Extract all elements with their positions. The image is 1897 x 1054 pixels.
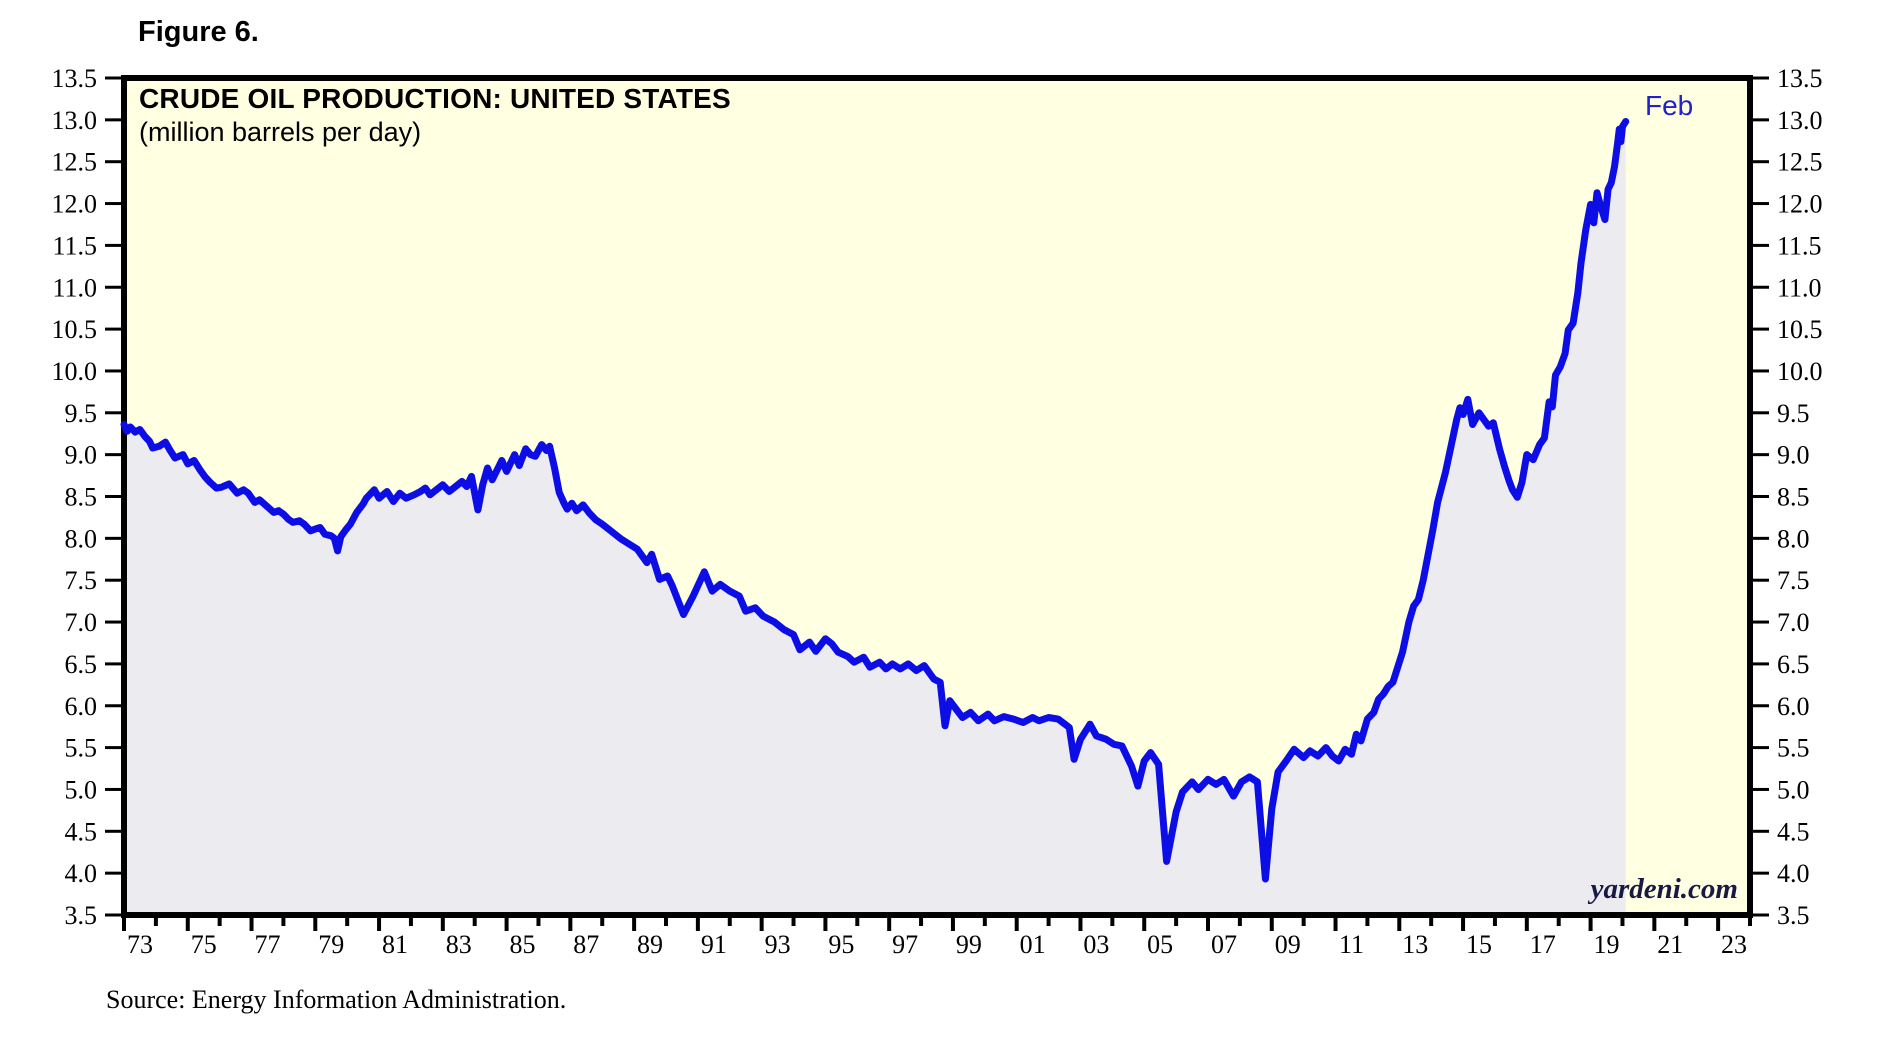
y-axis-label-right: 5.5 [1777,734,1810,763]
y-axis-label-right: 13.5 [1777,64,1823,93]
x-axis-label: 11 [1339,930,1364,959]
y-axis-label-left: 8.0 [65,524,98,553]
source-note: Source: Energy Information Administratio… [106,985,567,1014]
x-axis-label: 91 [701,930,727,959]
y-axis-label-right: 10.0 [1777,357,1823,386]
x-axis-label: 93 [765,930,791,959]
x-axis-label: 01 [1020,930,1046,959]
x-axis-label: 09 [1275,930,1301,959]
y-axis-label-left: 13.5 [52,64,98,93]
x-axis-label: 89 [637,930,663,959]
y-axis-label-left: 12.5 [52,148,98,177]
y-axis-label-left: 12.0 [52,190,98,219]
y-axis-label-left: 5.0 [65,775,98,804]
x-axis-label: 13 [1402,930,1428,959]
x-axis-label: 95 [828,930,854,959]
x-axis-label: 17 [1530,930,1556,959]
x-axis-label: 05 [1147,930,1173,959]
y-axis-label-right: 4.0 [1777,859,1810,888]
x-axis-label: 21 [1657,930,1683,959]
y-axis-label-right: 12.0 [1777,190,1823,219]
y-axis-label-right: 10.5 [1777,315,1823,344]
y-axis-label-left: 7.5 [65,566,98,595]
y-axis-label-right: 6.5 [1777,650,1810,679]
chart-subtitle: (million barrels per day) [139,117,422,147]
x-axis-label: 87 [573,930,599,959]
plot-border [121,75,1753,918]
y-axis-label-right: 8.5 [1777,483,1810,512]
x-axis-label: 73 [127,930,153,959]
y-axis-label-left: 9.5 [65,399,98,428]
y-axis-label-right: 7.0 [1777,608,1810,637]
y-axis-label-left: 13.0 [52,106,98,135]
figure-label: Figure 6. [138,16,259,48]
x-axis-label: 81 [382,930,408,959]
x-axis-label: 23 [1721,930,1747,959]
y-axis-label-right: 11.5 [1777,231,1822,260]
y-axis-label-right: 6.0 [1777,692,1810,721]
y-axis-label-left: 6.0 [65,692,98,721]
x-axis-label: 79 [318,930,344,959]
y-axis-label-right: 3.5 [1777,901,1810,930]
y-axis-label-right: 13.0 [1777,106,1823,135]
production-area-fill [124,121,1626,915]
y-axis-label-right: 5.0 [1777,775,1810,804]
x-axis-label: 97 [892,930,918,959]
y-axis-label-right: 7.5 [1777,566,1810,595]
yardeni-watermark: yardeni.com [1590,873,1738,905]
production-line [120,118,1630,883]
x-axis-label: 19 [1594,930,1620,959]
x-axis-label: 15 [1466,930,1492,959]
y-axis-label-left: 11.0 [52,273,97,302]
y-axis-label-right: 9.5 [1777,399,1810,428]
y-axis-label-right: 11.0 [1777,273,1822,302]
y-axis-label-right: 12.5 [1777,148,1823,177]
y-axis-label-left: 7.0 [65,608,98,637]
y-axis-label-left: 4.0 [65,859,98,888]
y-axis-label-left: 3.5 [65,901,98,930]
y-axis-label-left: 11.5 [52,231,97,260]
y-axis-label-left: 10.0 [52,357,98,386]
latest-point-label: Feb [1645,90,1694,121]
x-axis-label: 99 [956,930,982,959]
y-axis-label-left: 4.5 [65,817,98,846]
x-axis-label: 03 [1083,930,1109,959]
x-axis-label: 85 [510,930,536,959]
y-axis-label-left: 10.5 [52,315,98,344]
x-axis-label: 07 [1211,930,1237,959]
y-axis-label-left: 8.5 [65,483,98,512]
x-axis-label: 83 [446,930,472,959]
chart-title: CRUDE OIL PRODUCTION: UNITED STATES [139,83,731,114]
x-axis-label: 77 [254,930,280,959]
y-axis-label-right: 4.5 [1777,817,1810,846]
y-axis-label-left: 9.0 [65,441,98,470]
x-axis-label: 75 [191,930,217,959]
y-axis-label-left: 6.5 [65,650,98,679]
y-axis-label-right: 8.0 [1777,524,1810,553]
y-axis-label-right: 9.0 [1777,441,1810,470]
y-axis-label-left: 5.5 [65,734,98,763]
